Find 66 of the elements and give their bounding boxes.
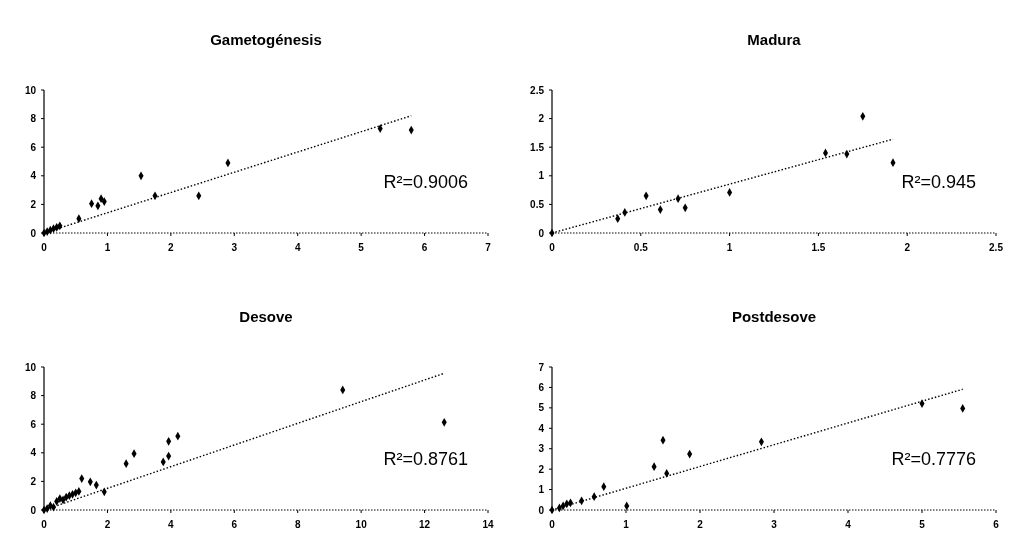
x-tick-label: 8	[294, 519, 301, 530]
y-tick-label: 6	[30, 418, 37, 430]
x-tick-label: 2	[168, 242, 175, 253]
x-tick-label: 1.5	[811, 242, 826, 253]
y-tick-label: 2	[30, 475, 37, 487]
x-tick-label: 1	[726, 242, 733, 253]
x-tick-label: 4	[294, 242, 301, 253]
x-tick-label: 2	[697, 519, 704, 530]
annotation: R²=0.9006	[383, 172, 468, 192]
x-tick-label: 0	[41, 519, 48, 530]
y-tick-label: 4	[538, 422, 545, 434]
x-tick-label: 2	[104, 519, 111, 530]
y-tick-label: 0.5	[530, 198, 545, 210]
y-tick-label: 7	[538, 361, 545, 373]
x-tick-label: 6	[993, 519, 1000, 530]
x-tick-label: 4	[845, 519, 852, 530]
x-tick-label: 6	[231, 519, 238, 530]
x-tick-label: 14	[482, 519, 494, 530]
x-tick-label: 7	[485, 242, 492, 253]
x-tick-label: 0	[549, 242, 556, 253]
chart-title: Desove	[239, 308, 293, 325]
point	[822, 148, 829, 158]
chart-title: Gametogénesis	[210, 31, 322, 48]
y-tick-label: 2	[538, 113, 545, 125]
x-tick-label: 0.5	[633, 242, 649, 253]
y-tick-label: 0	[30, 227, 37, 239]
point	[567, 498, 574, 508]
y-tick-label: 8	[30, 390, 37, 402]
annotation: R²=0.7776	[891, 449, 976, 469]
x-tick-label: 2	[904, 242, 911, 253]
y-tick-label: 1	[538, 170, 545, 182]
x-tick-label: 3	[231, 242, 238, 253]
y-tick-label: 4	[30, 170, 37, 182]
annotation: R²=0.8761	[383, 449, 468, 469]
x-tick-label: 6	[421, 242, 428, 253]
annotation: R²=0.945	[901, 172, 976, 192]
y-tick-label: 5	[538, 402, 545, 414]
y-tick-label: 1	[538, 484, 545, 496]
y-tick-label: 10	[24, 361, 37, 373]
x-tick-label: 0	[41, 242, 48, 253]
x-tick-label: 12	[419, 519, 431, 530]
y-tick-label: 6	[538, 381, 545, 393]
x-tick-label: 5	[919, 519, 926, 530]
x-tick-label: 0	[549, 519, 556, 530]
y-tick-label: 3	[538, 443, 545, 455]
x-tick-label: 10	[355, 519, 368, 530]
y-tick-label: 0	[538, 227, 545, 239]
y-tick-label: 8	[30, 113, 37, 125]
x-tick-label: 3	[771, 519, 778, 530]
y-tick-label: 6	[30, 141, 37, 153]
y-tick-label: 2.5	[530, 84, 545, 96]
y-tick-label: 0	[30, 504, 37, 516]
point	[50, 502, 57, 512]
x-tick-label: 1	[104, 242, 111, 253]
chart-title: Madura	[747, 31, 802, 48]
chart-title: Postdesove	[731, 308, 817, 325]
y-tick-label: 2	[538, 463, 545, 475]
y-tick-label: 10	[24, 84, 37, 96]
y-tick-label: 2	[30, 198, 37, 210]
x-tick-label: 1	[623, 519, 630, 530]
x-tick-label: 5	[358, 242, 365, 253]
x-tick-label: 2.5	[989, 242, 1004, 253]
y-tick-label: 4	[30, 447, 37, 459]
x-tick-label: 4	[168, 519, 175, 530]
y-tick-label: 0	[538, 504, 545, 516]
y-tick-label: 1.5	[530, 141, 545, 153]
